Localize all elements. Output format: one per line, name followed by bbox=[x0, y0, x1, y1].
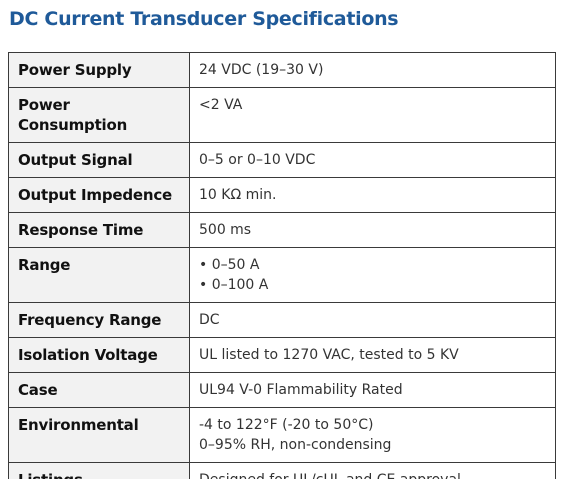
spec-row: Frequency Range DC bbox=[8, 302, 556, 338]
value-line: • 0–100 A bbox=[199, 277, 269, 293]
value-line: 24 VDC (19–30 V) bbox=[199, 62, 324, 78]
spec-label: Case bbox=[8, 372, 190, 408]
value-line: UL listed to 1270 VAC, tested to 5 KV bbox=[199, 347, 459, 363]
spec-label: Listings bbox=[8, 462, 190, 479]
spec-row: Case UL94 V-0 Flammability Rated bbox=[8, 372, 556, 408]
spec-label: Frequency Range bbox=[8, 302, 190, 338]
spec-value: DC bbox=[189, 302, 556, 338]
value-line: UL94 V-0 Flammability Rated bbox=[199, 382, 403, 398]
spec-value: -4 to 122°F (-20 to 50°C) 0–95% RH, non-c… bbox=[189, 407, 556, 463]
spec-label: Isolation Voltage bbox=[8, 337, 190, 373]
spec-row: Range • 0–50 A • 0–100 A bbox=[8, 247, 556, 303]
value-line: -4 to 122°F (-20 to 50°C) bbox=[199, 417, 374, 433]
spec-label: Output Impedence bbox=[8, 177, 190, 213]
value-line: 10 KΩ min. bbox=[199, 187, 277, 203]
spec-value: <2 VA bbox=[189, 87, 556, 143]
value-line: Designed for UL/cUL and CE approval bbox=[199, 470, 546, 479]
spec-label: Range bbox=[8, 247, 190, 303]
title: DC Current Transducer Specifications bbox=[9, 8, 399, 30]
value-line: 0–95% RH, non-condensing bbox=[199, 437, 392, 453]
spec-row: Output Signal 0–5 or 0–10 VDC bbox=[8, 142, 556, 178]
value-line: DC bbox=[199, 312, 220, 328]
spec-value: 0–5 or 0–10 VDC bbox=[189, 142, 556, 178]
value-line: • 0–50 A bbox=[199, 257, 260, 273]
spec-label: Output Signal bbox=[8, 142, 190, 178]
value-line: <2 VA bbox=[199, 97, 243, 113]
spec-row: Response Time 500 ms bbox=[8, 212, 556, 248]
spec-row: Isolation Voltage UL listed to 1270 VAC, … bbox=[8, 337, 556, 373]
spec-value: Designed for UL/cUL and CE approval bbox=[189, 462, 556, 479]
spec-row: Environmental -4 to 122°F (-20 to 50°C) 0–… bbox=[8, 407, 556, 463]
spec-value: 24 VDC (19–30 V) bbox=[189, 52, 556, 88]
spec-value: 10 KΩ min. bbox=[189, 177, 556, 213]
spec-row: Listings Designed for UL/cUL and CE appro… bbox=[8, 462, 556, 479]
spec-label: Response Time bbox=[8, 212, 190, 248]
spec-value: • 0–50 A • 0–100 A bbox=[189, 247, 556, 303]
spec-label: Power Supply bbox=[8, 52, 190, 88]
spec-label: Environmental bbox=[8, 407, 190, 463]
spec-table: Power Supply 24 VDC (19–30 V) Power Consum… bbox=[8, 52, 556, 479]
spec-row: Power Supply 24 VDC (19–30 V) bbox=[8, 52, 556, 88]
spec-value: UL94 V-0 Flammability Rated bbox=[189, 372, 556, 408]
spec-value: 500 ms bbox=[189, 212, 556, 248]
value-line: 0–5 or 0–10 VDC bbox=[199, 152, 316, 168]
value-line: 500 ms bbox=[199, 222, 252, 238]
spec-row: Output Impedence 10 KΩ min. bbox=[8, 177, 556, 213]
spec-row: Power Consumption <2 VA bbox=[8, 87, 556, 143]
spec-label: Power Consumption bbox=[8, 87, 190, 143]
spec-value: UL listed to 1270 VAC, tested to 5 KV bbox=[189, 337, 556, 373]
